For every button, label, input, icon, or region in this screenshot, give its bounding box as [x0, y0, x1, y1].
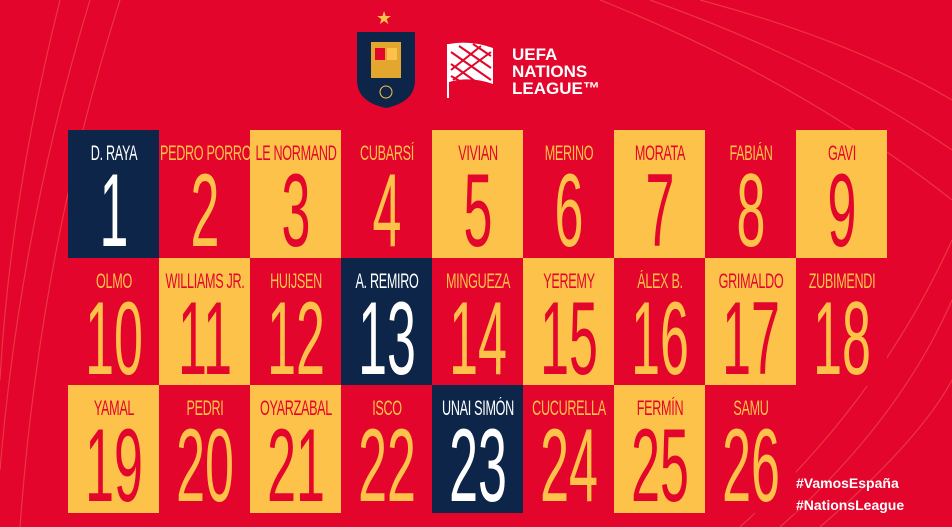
player-number: 9	[827, 153, 856, 258]
player-cell: UNAI SIMÓN 23	[432, 385, 523, 513]
player-cell: YAMAL 19	[68, 385, 159, 513]
player-cell: MERINO 6	[523, 130, 614, 258]
player-cell: A. REMIRO 13	[341, 257, 432, 386]
player-number: 5	[463, 153, 492, 258]
player-cell: FABIÁN 8	[705, 130, 796, 258]
player-cell: CUBARSÍ 4	[341, 130, 432, 258]
player-cell: CUCURELLA 24	[523, 385, 614, 513]
hashtag-vamos-espana: #VamosEspaña	[796, 475, 899, 491]
player-number: 11	[177, 280, 232, 386]
player-name: GRIMALDO	[718, 269, 783, 293]
player-number: 6	[554, 153, 583, 258]
player-number: 8	[736, 153, 765, 258]
player-cell: ZUBIMENDI 18	[796, 257, 887, 386]
player-name: OYARZABAL	[259, 397, 332, 420]
player-name: OLMO	[95, 269, 132, 293]
hashtag-nations-league: #NationsLeague	[796, 497, 905, 513]
player-number: 15	[539, 280, 598, 386]
player-name: YEREMY	[542, 269, 595, 293]
player-name: ÁLEX B.	[636, 269, 683, 293]
player-cell: VIVIAN 5	[432, 130, 523, 258]
player-number: 14	[448, 280, 507, 386]
star-icon: ★	[376, 8, 393, 28]
player-cell: WILLIAMS JR. 11	[159, 257, 250, 386]
player-cell: ÁLEX B. 16	[614, 257, 705, 386]
player-cell: ISCO 22	[341, 385, 432, 513]
player-name: ISCO	[371, 397, 402, 420]
player-name: MERINO	[544, 142, 593, 165]
player-number: 20	[175, 408, 234, 513]
player-number: 17	[721, 280, 780, 386]
player-name: A. REMIRO	[354, 269, 419, 293]
player-cell: PEDRI 20	[159, 385, 250, 513]
hashtags: #VamosEspaña #NationsLeague	[796, 472, 904, 516]
player-name: FABIÁN	[728, 142, 773, 165]
player-name: D. RAYA	[90, 142, 137, 165]
player-number: 25	[630, 408, 689, 513]
player-name: UNAI SIMÓN	[441, 397, 514, 420]
player-number: 2	[190, 153, 219, 258]
player-cell: MORATA 7	[614, 130, 705, 258]
player-cell: PEDRO PORRO 2	[159, 130, 250, 258]
player-number: 23	[448, 408, 507, 513]
player-name: CUBARSÍ	[359, 142, 414, 165]
player-cell: OYARZABAL 21	[250, 385, 341, 513]
player-number: 12	[266, 280, 325, 386]
player-cell: GAVI 9	[796, 130, 887, 258]
player-number: 7	[645, 153, 674, 258]
player-name: FERMÍN	[636, 397, 683, 420]
player-name: HUIJSEN	[269, 269, 322, 293]
player-cell: MINGUEZA 14	[432, 257, 523, 386]
player-cell: SAMU 26	[705, 385, 796, 513]
player-number: 22	[357, 408, 416, 513]
player-number: 3	[281, 153, 310, 258]
player-number: 24	[539, 408, 598, 513]
player-name: YAMAL	[93, 397, 134, 420]
player-name: ZUBIMENDI	[808, 269, 875, 293]
player-number: 26	[721, 408, 780, 513]
player-name: WILLIAMS JR.	[164, 269, 245, 293]
player-name: PEDRO PORRO	[159, 142, 251, 165]
player-cell: D. RAYA 1	[68, 130, 159, 258]
player-name: VIVIAN	[457, 142, 498, 165]
player-cell: YEREMY 15	[523, 257, 614, 386]
player-cell: HUIJSEN 12	[250, 257, 341, 386]
wordmark-line: LEAGUE™	[512, 79, 600, 98]
player-cell: OLMO 10	[68, 257, 159, 386]
player-number: 13	[357, 280, 416, 386]
player-number: 19	[84, 408, 143, 513]
player-number: 21	[266, 408, 325, 513]
uefa-nations-league-flag-logo	[447, 42, 493, 98]
player-number: 4	[372, 153, 401, 258]
player-cell: LE NORMAND 3	[250, 130, 341, 258]
player-name: SAMU	[732, 397, 769, 420]
player-name: CUCURELLA	[531, 397, 606, 420]
player-number: 10	[84, 280, 143, 386]
player-name: GAVI	[827, 142, 856, 165]
player-number: 1	[99, 153, 128, 258]
player-name: MORATA	[634, 142, 685, 165]
wordmark-line: NATIONS	[512, 62, 588, 81]
player-name: MINGUEZA	[445, 269, 510, 293]
player-cell: FERMÍN 25	[614, 385, 705, 513]
wordmark-line: UEFA	[512, 45, 558, 64]
spain-federation-crest-logo	[357, 32, 415, 108]
player-number: 16	[630, 280, 689, 386]
player-name: PEDRI	[185, 397, 224, 420]
player-number: 18	[812, 280, 871, 386]
player-name: LE NORMAND	[254, 142, 337, 165]
player-cell: GRIMALDO 17	[705, 257, 796, 386]
uefa-nations-league-wordmark: UEFA NATIONS LEAGUE™	[512, 46, 600, 97]
